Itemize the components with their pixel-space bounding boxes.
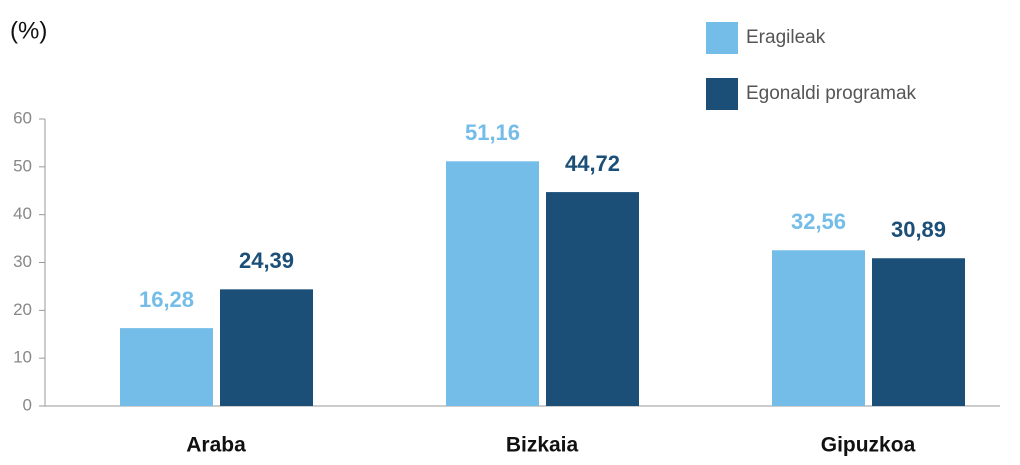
x-tick-label: Bizkaia bbox=[506, 434, 579, 457]
y-axis-label: (%) bbox=[10, 17, 47, 44]
bar bbox=[220, 289, 313, 406]
y-tick-label: 0 bbox=[23, 395, 32, 414]
y-tick-label: 40 bbox=[13, 204, 32, 223]
legend-label: Egonaldi programak bbox=[746, 83, 917, 104]
y-tick-label: 20 bbox=[13, 300, 32, 319]
bar bbox=[872, 258, 965, 406]
value-label: 30,89 bbox=[891, 217, 946, 242]
y-tick-label: 10 bbox=[13, 348, 32, 367]
bar bbox=[120, 328, 213, 406]
legend-label: Eragileak bbox=[746, 27, 826, 48]
y-tick-label: 60 bbox=[13, 108, 32, 127]
x-tick-label: Gipuzkoa bbox=[821, 434, 916, 457]
bar bbox=[546, 192, 639, 406]
y-tick-label: 30 bbox=[13, 252, 32, 271]
x-tick-label: Araba bbox=[186, 434, 246, 457]
bar bbox=[772, 250, 865, 406]
value-label: 44,72 bbox=[565, 151, 620, 176]
legend-swatch bbox=[706, 22, 738, 54]
value-label: 51,16 bbox=[465, 120, 520, 145]
value-label: 32,56 bbox=[791, 209, 846, 234]
y-tick-label: 50 bbox=[13, 156, 32, 175]
value-label: 24,39 bbox=[239, 248, 294, 273]
bar bbox=[446, 161, 539, 406]
value-label: 16,28 bbox=[139, 287, 194, 312]
legend-swatch bbox=[706, 78, 738, 110]
